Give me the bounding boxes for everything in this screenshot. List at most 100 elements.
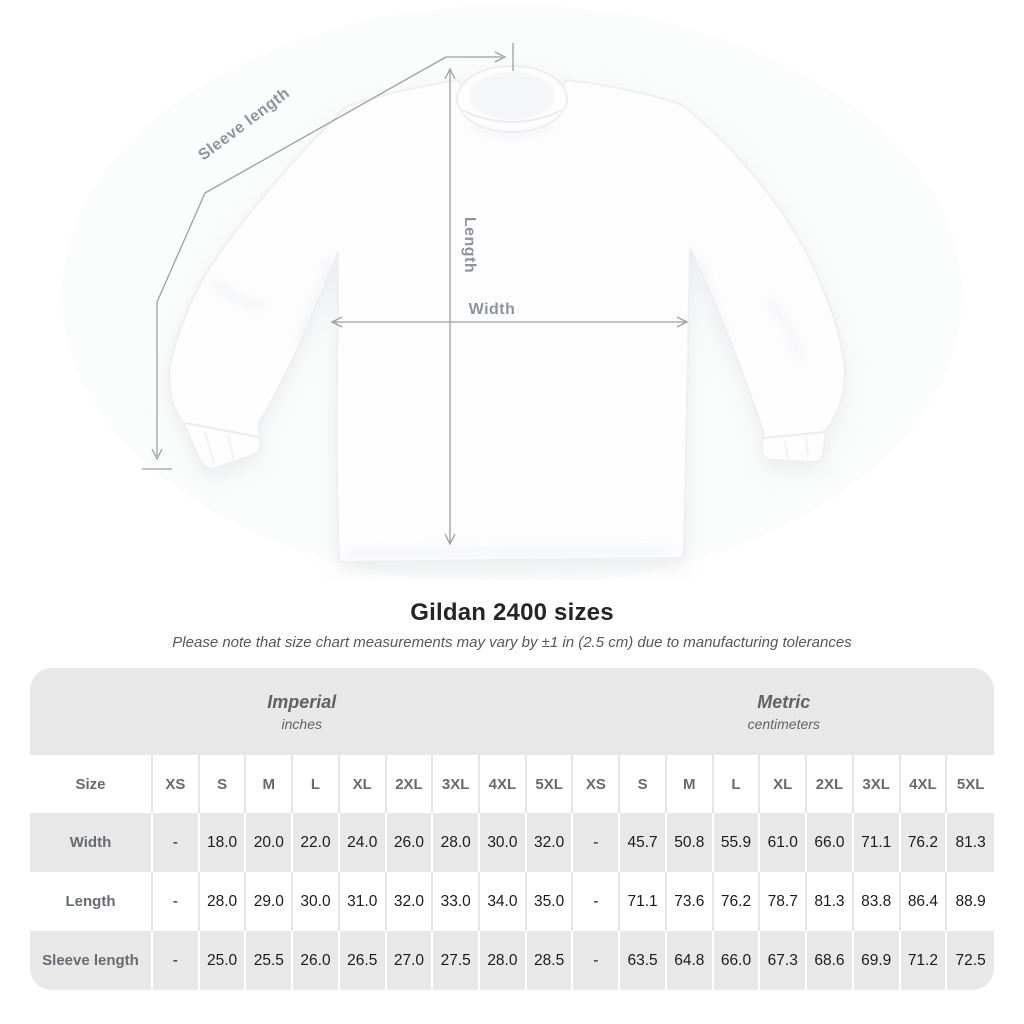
size-header-cell: M [666, 755, 714, 813]
value-cell: 55.9 [713, 813, 761, 872]
row-label: Length [30, 872, 153, 931]
value-cell: 88.9 [947, 872, 994, 931]
value-cell: 25.5 [246, 931, 294, 990]
size-header-cell: L [293, 755, 340, 813]
value-cell: 27.5 [433, 931, 481, 990]
sleeve-length-arrow [142, 43, 514, 470]
value-cell: 24.0 [339, 813, 387, 872]
unit-name: Imperial [267, 691, 337, 712]
value-cell: 22.0 [293, 813, 340, 872]
unit-group-imperial: Imperial inches [30, 668, 574, 755]
value-cell: 31.0 [339, 872, 387, 931]
measurement-arrows [142, 43, 689, 546]
value-cell: 81.3 [807, 872, 854, 931]
value-cell: 86.4 [900, 872, 948, 931]
value-cell: - [153, 813, 200, 872]
value-cell: 27.0 [386, 931, 434, 990]
collar [456, 65, 568, 133]
value-cell: - [153, 872, 200, 931]
shirt-illustration [168, 65, 846, 563]
value-cell: 63.5 [620, 931, 667, 990]
value-cell: 28.5 [526, 931, 574, 990]
unit-subtitle: inches [281, 715, 322, 732]
size-header-cell: XL [760, 755, 808, 813]
size-column-header: Size [30, 755, 153, 813]
unit-subtitle: centimeters [747, 715, 820, 732]
left-sleeve-cuff [184, 422, 260, 465]
value-cell: 29.0 [246, 872, 294, 931]
value-cell: 66.0 [713, 931, 761, 990]
value-cell: 32.0 [386, 872, 434, 931]
size-header-cell: 4XL [480, 755, 527, 813]
tolerance-note: Please note that size chart measurements… [172, 634, 852, 651]
value-cell: 71.1 [853, 813, 901, 872]
size-header-cell: 3XL [433, 755, 481, 813]
size-header-cell: L [713, 755, 761, 813]
value-cell: 20.0 [246, 813, 294, 872]
table-row: Length -28.0 29.0 30.0 31.0 32.0 33.0 34.0 35.0-… [30, 872, 994, 931]
value-cell: 26.0 [293, 931, 340, 990]
value-cell: 28.0 [199, 872, 247, 931]
value-cell: 18.0 [199, 813, 247, 872]
value-cell: 76.2 [900, 813, 948, 872]
size-header-cell: 2XL [807, 755, 854, 813]
value-cell: 83.8 [853, 872, 901, 931]
size-header-cell: S [199, 755, 247, 813]
value-cell: 72.5 [947, 931, 994, 990]
value-cell: 26.0 [386, 813, 434, 872]
size-header-cell: XL [339, 755, 387, 813]
value-cell: 76.2 [713, 872, 761, 931]
row-label: Sleeve length [30, 931, 153, 990]
size-header-cell: 5XL [526, 755, 574, 813]
value-cell: 50.8 [666, 813, 714, 872]
width-arrow [330, 316, 689, 328]
size-header-cell: 4XL [900, 755, 948, 813]
value-cell: 64.8 [666, 931, 714, 990]
value-cell: 71.1 [620, 872, 667, 931]
right-sleeve-cuff [762, 431, 826, 461]
size-header-cell: XS [573, 755, 621, 813]
value-cell: 73.6 [666, 872, 714, 931]
value-cell: 61.0 [760, 813, 808, 872]
value-cell: 25.0 [199, 931, 247, 990]
value-cell: 67.3 [760, 931, 808, 990]
size-table: Imperial inches Metric centimeters Size XS S M L… [30, 668, 994, 990]
value-cell: 26.5 [339, 931, 387, 990]
value-cell: 30.0 [480, 813, 527, 872]
value-cell: 66.0 [807, 813, 854, 872]
page-title: Gildan 2400 sizes [410, 599, 614, 626]
unit-name: Metric [757, 691, 811, 712]
length-arrow [444, 67, 456, 546]
value-cell: - [573, 931, 621, 990]
value-cell: 34.0 [480, 872, 527, 931]
value-cell: 28.0 [480, 931, 527, 990]
table-header-row: Size XS S M L XL 2XL 3XL 4XL 5XL XS S M L XL 2XL 3XL 4XL 5… [30, 755, 994, 813]
value-cell: - [153, 931, 200, 990]
value-cell: 32.0 [526, 813, 574, 872]
title-block: Gildan 2400 sizes Please note that size … [0, 599, 1024, 651]
value-cell: 68.6 [807, 931, 854, 990]
value-cell: 28.0 [433, 813, 481, 872]
size-header-cell: S [620, 755, 667, 813]
size-header-cell: M [246, 755, 294, 813]
unit-group-metric: Metric centimeters [574, 668, 995, 755]
shirt-measurement-diagram: Sleeve length Length Width [142, 43, 846, 563]
table-unit-band: Imperial inches Metric centimeters [30, 668, 994, 755]
width-label: Width [469, 301, 516, 318]
value-cell: 78.7 [760, 872, 808, 931]
length-label: Length [461, 217, 478, 273]
value-cell: 45.7 [620, 813, 667, 872]
value-cell: 35.0 [526, 872, 574, 931]
value-cell: - [573, 813, 621, 872]
table-row: Width -18.0 20.0 22.0 24.0 26.0 28.0 30.0 32.0-4… [30, 813, 994, 872]
value-cell: 71.2 [900, 931, 948, 990]
table-row: Sleeve length -25.0 25.5 26.0 26.5 27.0 27.5 28… [30, 931, 994, 990]
value-cell: 30.0 [293, 872, 340, 931]
value-cell: 33.0 [433, 872, 481, 931]
size-header-cell: 5XL [947, 755, 994, 813]
value-cell: 69.9 [853, 931, 901, 990]
value-cell: - [573, 872, 621, 931]
size-header-cell: 3XL [853, 755, 901, 813]
size-header-cell: 2XL [386, 755, 434, 813]
